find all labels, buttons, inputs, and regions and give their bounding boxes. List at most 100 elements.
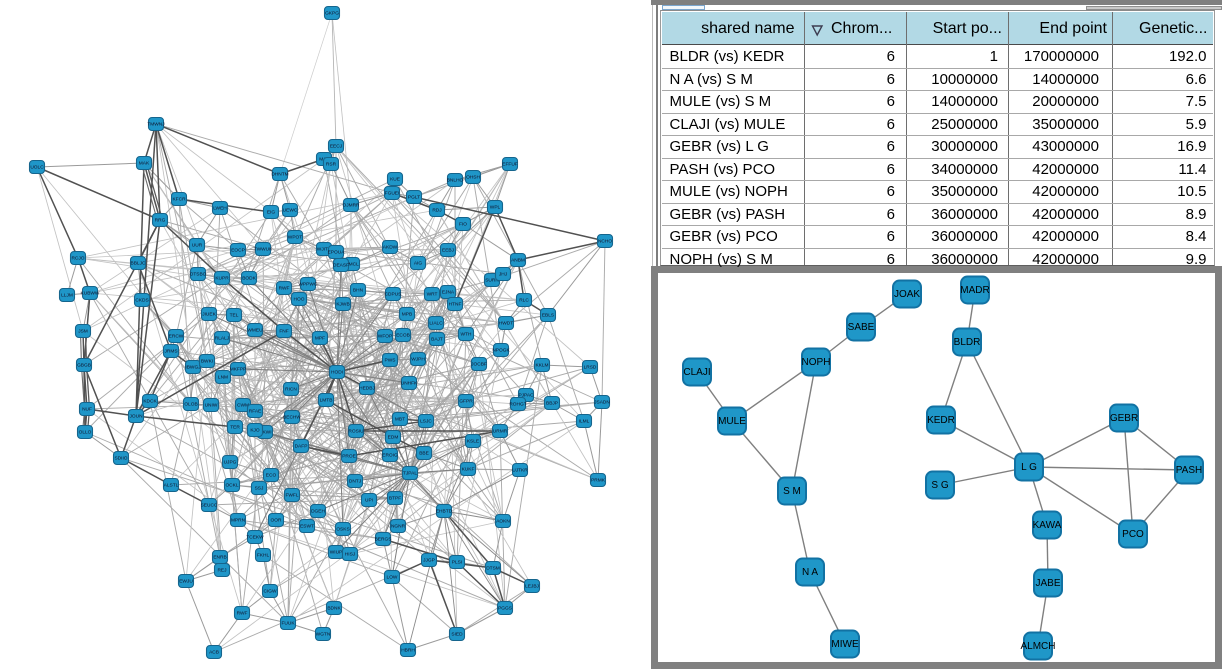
svg-text:EOCP: EOCP [231, 248, 245, 254]
svg-text:PJPAC: PJPAC [518, 393, 534, 399]
svg-text:ANBM: ANBM [511, 258, 525, 264]
svg-text:WJITB: WJITB [317, 247, 331, 253]
svg-text:NUF: NUF [82, 407, 92, 413]
svg-text:EBLS: EBLS [542, 313, 554, 319]
svg-text:JSADN: JSADN [594, 400, 610, 406]
svg-text:JHJ: JHJ [499, 272, 508, 278]
svg-text:RWF: RWF [279, 286, 290, 292]
svg-text:MKWI: MKWI [258, 430, 271, 436]
svg-text:JIUEK: JIUEK [202, 312, 216, 318]
svg-text:BBJP: BBJP [546, 401, 558, 407]
svg-text:REJ: REJ [217, 568, 227, 574]
svg-text:CLAJI: CLAJI [683, 367, 710, 378]
svg-text:OCKL: OCKL [225, 483, 238, 489]
svg-text:OTSBO: OTSBO [190, 272, 207, 278]
svg-text:EEBJ: EEBJ [442, 248, 455, 254]
svg-text:JOCBF: JOCBF [471, 362, 487, 368]
svg-text:DNTJ: DNTJ [349, 479, 362, 485]
svg-text:PROE: PROE [342, 454, 356, 460]
svg-text:RFAE: RFAE [249, 409, 262, 415]
svg-text:EPOUA: EPOUA [328, 250, 346, 256]
svg-text:HBRH: HBRH [401, 648, 415, 654]
svg-text:PGLT: PGLT [408, 195, 420, 201]
svg-text:LNM: LNM [218, 375, 228, 381]
svg-text:DHNTM: DHNTM [271, 172, 288, 178]
svg-text:JRMS: JRMS [164, 349, 177, 355]
svg-text:FWFL: FWFL [285, 493, 298, 499]
svg-text:WPOT: WPOT [288, 235, 302, 241]
svg-text:UOLC: UOLC [30, 165, 44, 171]
svg-text:KJO: KJO [250, 428, 260, 434]
svg-text:DGEH: DGEH [311, 509, 325, 515]
svg-text:RLALJ: RLALJ [215, 336, 230, 342]
svg-text:L G: L G [1021, 462, 1037, 473]
svg-text:LIALC: LIALC [429, 321, 443, 327]
svg-text:LOW: LOW [387, 575, 398, 581]
svg-text:IBWGJ: IBWGJ [185, 365, 201, 371]
svg-text:WPPWG: WPPWG [298, 282, 317, 288]
svg-text:DAFP: DAFP [295, 444, 308, 450]
svg-text:MPB: MPB [402, 312, 412, 318]
svg-text:ROHGT: ROHGT [509, 402, 526, 408]
svg-text:EROIG: EROIG [382, 453, 398, 459]
svg-text:PGGS: PGGS [498, 606, 512, 612]
svg-text:HWDT: HWDT [499, 321, 513, 327]
svg-text:CKDS: CKDS [135, 298, 148, 304]
svg-text:ECOB: ECOB [396, 333, 410, 339]
svg-text:PASH: PASH [1176, 465, 1203, 476]
svg-text:NCHO: NCHO [598, 239, 612, 245]
svg-text:RCJO: RCJO [71, 256, 84, 262]
svg-text:JSM: JSM [78, 329, 88, 335]
svg-text:TJPAL: TJPAL [403, 471, 417, 477]
svg-text:FUUK: FUUK [281, 621, 295, 627]
svg-text:UPI: UPI [365, 498, 373, 504]
svg-text:SIED: SIED [451, 632, 463, 638]
svg-text:TEL: TEL [230, 313, 239, 319]
svg-text:FNF: FNF [279, 329, 288, 335]
svg-text:SSJ: SSJ [255, 486, 264, 492]
svg-text:OSKS: OSKS [336, 527, 349, 533]
svg-text:MPRN: MPRN [231, 518, 246, 524]
svg-text:WMEU: WMEU [247, 328, 263, 334]
svg-text:BNLHO: BNLHO [447, 178, 464, 184]
svg-text:NOPH: NOPH [802, 357, 831, 368]
svg-text:MKFPP: MKFPP [230, 367, 247, 373]
svg-text:WJPH: WJPH [411, 357, 425, 363]
svg-text:RICN: RICN [285, 387, 297, 393]
svg-text:PCO: PCO [1122, 529, 1144, 540]
svg-text:WGTN: WGTN [316, 632, 331, 638]
svg-text:JJGP: JJGP [423, 558, 435, 564]
svg-text:WFOP: WFOP [378, 334, 392, 340]
svg-text:SDIIO: SDIIO [114, 456, 127, 462]
svg-text:TMWNJ: TMWNJ [147, 122, 165, 128]
svg-text:RWF: RWF [237, 611, 248, 617]
svg-text:WTH: WTH [461, 332, 472, 338]
svg-text:KUBWW: KUBWW [81, 291, 100, 297]
svg-text:S M: S M [783, 486, 801, 497]
svg-text:ACB: ACB [209, 650, 219, 656]
svg-text:GBGB: GBGB [77, 363, 91, 369]
svg-text:RDJ: RDJ [432, 208, 442, 214]
svg-text:TCEKW: TCEKW [246, 535, 264, 541]
svg-text:CIGW: CIGW [263, 589, 277, 595]
svg-text:ENRB: ENRB [213, 555, 226, 561]
svg-text:BHN: BHN [353, 288, 364, 294]
svg-text:KJWB: KJWB [336, 302, 349, 308]
svg-text:KAWA: KAWA [1033, 520, 1062, 531]
svg-text:SEUCC: SEUCC [201, 503, 218, 509]
svg-text:FIO: FIO [459, 222, 467, 228]
svg-text:HISJ: HISJ [345, 552, 356, 558]
svg-text:UUR: UUR [192, 243, 203, 249]
svg-text:UJPG: UJPG [224, 460, 237, 466]
svg-text:JOAK: JOAK [894, 289, 920, 300]
svg-text:HOO: HOO [294, 297, 305, 303]
svg-text:LRSD: LRSD [584, 365, 597, 371]
svg-text:DEASF: DEASF [333, 263, 349, 269]
svg-text:LMTB: LMTB [320, 398, 333, 404]
svg-text:OLLO: OLLO [79, 430, 92, 436]
svg-text:MIWE: MIWE [831, 639, 859, 650]
svg-text:MPF: MPF [315, 336, 325, 342]
svg-text:MAK: MAK [139, 161, 150, 167]
svg-text:OHSH: OHSH [466, 175, 480, 181]
svg-text:ESWT: ESWT [300, 524, 314, 530]
